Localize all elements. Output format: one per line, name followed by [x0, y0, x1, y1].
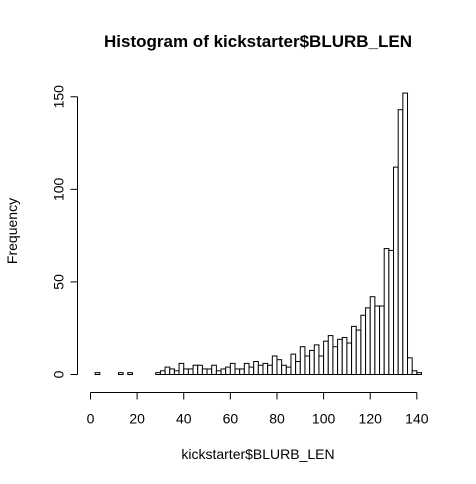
histogram-bar — [299, 346, 306, 375]
x-tick-label: 20 — [129, 411, 145, 427]
histogram-bar — [206, 368, 213, 375]
histogram-bar — [243, 362, 250, 375]
histogram-bar — [187, 368, 194, 375]
y-tick-label: 50 — [51, 274, 67, 290]
x-tick-label: 0 — [87, 411, 95, 427]
histogram-bar — [290, 353, 297, 376]
histogram-bar — [337, 338, 343, 376]
x-tick-label: 60 — [223, 411, 239, 427]
histogram-bar — [127, 372, 133, 375]
histogram-bar — [369, 296, 376, 376]
histogram-bar — [313, 344, 320, 376]
histogram-bar — [211, 364, 217, 376]
histogram-bar — [169, 368, 175, 375]
histogram-bar — [304, 355, 311, 375]
histogram-bar — [397, 109, 404, 375]
histogram-bar — [178, 362, 185, 375]
histogram-bar — [257, 364, 264, 376]
histogram-bar — [155, 372, 161, 375]
y-axis-label: Frequency — [4, 198, 20, 264]
histogram-bar — [267, 364, 273, 376]
histogram-bar — [229, 362, 236, 375]
x-tick-label: 80 — [269, 411, 285, 427]
histogram-bar — [318, 355, 325, 375]
histogram-bar — [407, 357, 413, 375]
histogram-bar — [276, 359, 283, 376]
histogram-bar — [281, 364, 287, 376]
histogram-bar — [94, 372, 101, 375]
histogram-bar — [355, 329, 362, 375]
x-axis: 0 20 40 60 80 100 120 140 — [87, 392, 429, 427]
histogram-bar — [327, 335, 334, 375]
y-tick-label: 100 — [51, 177, 67, 201]
y-tick-label: 0 — [51, 370, 67, 378]
histogram-bar — [159, 370, 166, 376]
histogram-bar — [201, 368, 208, 375]
histogram-bar — [173, 370, 180, 376]
histogram-bar — [323, 340, 329, 375]
histogram-bar — [416, 372, 423, 375]
histogram-bar — [220, 368, 227, 375]
histogram-bar — [360, 314, 367, 375]
histogram-bar — [271, 355, 278, 375]
histogram-bar — [183, 368, 189, 375]
histogram-bar — [346, 342, 353, 376]
histogram-bar — [192, 364, 199, 376]
histogram-bar — [374, 305, 381, 375]
histogram-bar — [411, 370, 418, 376]
chart-title: Histogram of kickstarter$BLURB_LEN — [104, 32, 412, 51]
histogram-bar — [351, 325, 357, 375]
histogram-bar — [379, 305, 385, 375]
histogram-bar — [309, 349, 315, 376]
histogram-bar — [215, 370, 222, 376]
histogram-bar — [225, 366, 231, 375]
histogram-bar — [117, 372, 124, 375]
histogram-bar — [248, 366, 255, 375]
histogram-bar — [332, 346, 339, 375]
x-tick-label: 120 — [359, 411, 383, 427]
y-axis: 0 50 100 150 — [51, 85, 78, 378]
y-tick-label: 150 — [51, 85, 67, 109]
x-tick-label: 40 — [176, 411, 192, 427]
histogram-bar — [253, 361, 259, 375]
histogram-bar — [402, 92, 409, 375]
x-tick-label: 140 — [405, 411, 429, 427]
histogram-bars — [94, 92, 423, 376]
histogram-bar — [383, 248, 390, 375]
x-axis-label: kickstarter$BLURB_LEN — [181, 446, 334, 462]
x-tick-label: 100 — [312, 411, 336, 427]
histogram-bar — [341, 336, 348, 375]
histogram-bar — [393, 166, 399, 375]
histogram-bar — [365, 307, 371, 376]
histogram-bar — [234, 368, 241, 375]
histogram-bar — [262, 362, 269, 375]
histogram-bar — [164, 366, 171, 375]
histogram-bar — [295, 361, 301, 375]
histogram-bar — [239, 368, 245, 375]
histogram-bar — [285, 366, 292, 375]
histogram-bar — [197, 364, 203, 376]
histogram-bar — [388, 249, 395, 376]
